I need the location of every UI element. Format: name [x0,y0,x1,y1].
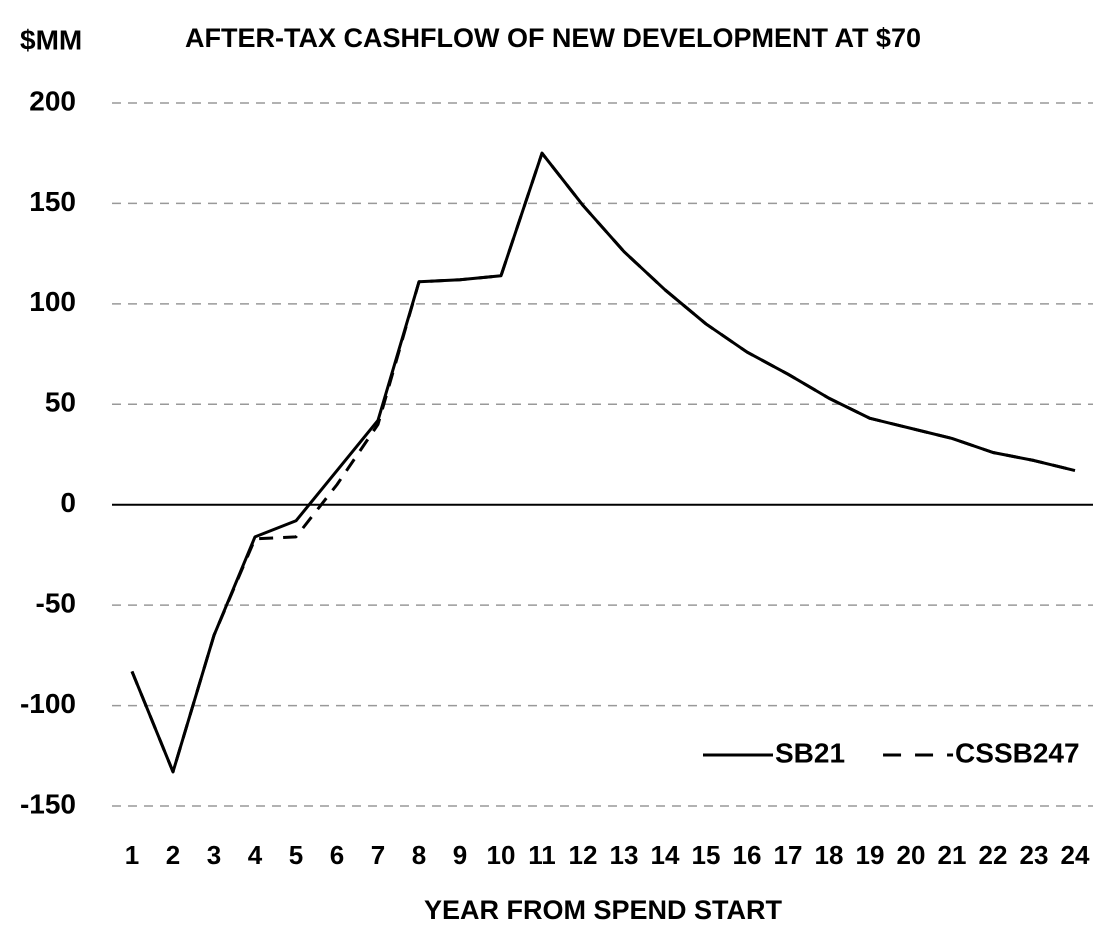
x-tick-label: 17 [774,840,803,870]
x-tick-label: 5 [289,840,303,870]
y-tick-label: -100 [20,688,76,719]
legend-label: CSSB247 [955,737,1080,768]
x-tick-label: 9 [453,840,467,870]
x-tick-label: 8 [412,840,426,870]
x-tick-label: 15 [692,840,721,870]
x-tick-label: 12 [569,840,598,870]
x-tick-label: 3 [207,840,221,870]
y-tick-label: 200 [29,85,76,116]
line-series [130,151,1076,774]
x-tick-label: 24 [1061,840,1090,870]
y-tick-label: -150 [20,788,76,819]
x-tick-label: 4 [248,840,263,870]
x-tick-label: 18 [815,840,844,870]
x-tick-label: 16 [733,840,762,870]
y-tick-label: 100 [29,286,76,317]
y-tick-label: 150 [29,186,76,217]
y-tick-label: 50 [45,387,76,418]
x-tick-label: 22 [979,840,1008,870]
x-tick-label: 19 [856,840,885,870]
x-tick-label: 6 [330,840,344,870]
x-axis-label: YEAR FROM SPEND START [424,895,783,925]
legend-label: SB21 [775,737,845,768]
y-tick-label: 0 [60,487,76,518]
x-tick-label: 11 [528,840,556,870]
x-tick-label: 1 [125,840,139,870]
y-tick-label: -50 [36,588,76,619]
x-tick-label: 13 [610,840,639,870]
x-tick-label: 20 [897,840,926,870]
x-tick-label: 7 [371,840,385,870]
x-tick-label: 21 [938,840,967,870]
chart-title: AFTER-TAX CASHFLOW OF NEW DEVELOPMENT AT… [185,23,921,53]
x-tick-label: 10 [487,840,516,870]
x-tick-label: 14 [651,840,680,870]
line-series [130,151,1076,774]
x-tick-label: 23 [1020,840,1049,870]
x-tick-label: 2 [166,840,180,870]
y-axis-label: $MM [20,24,82,55]
